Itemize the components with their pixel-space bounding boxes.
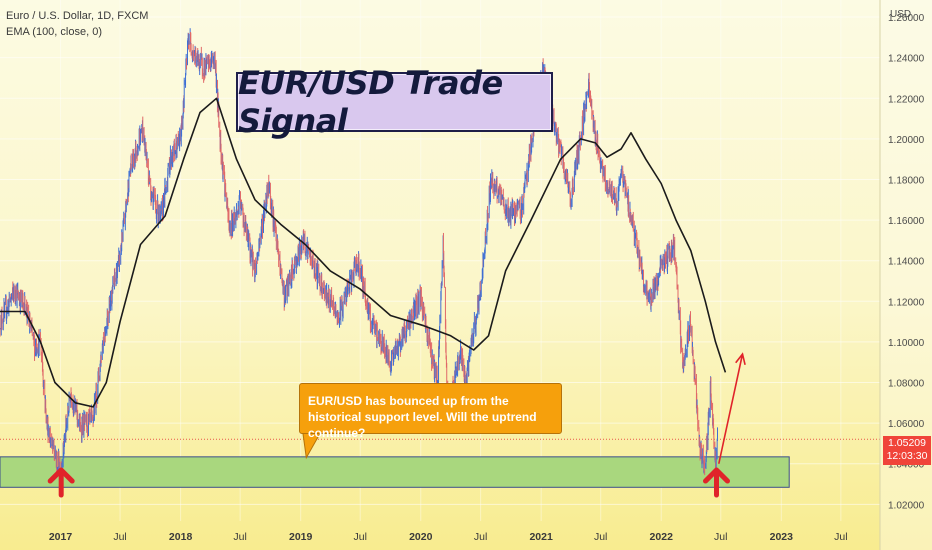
- y-tick-label: 1.10000: [888, 338, 925, 349]
- title-banner[interactable]: EUR/USD Trade Signal: [236, 64, 553, 140]
- symbol-label: Euro / U.S. Dollar, 1D, FXCM: [6, 10, 149, 22]
- y-tick-label: 1.04000: [888, 460, 925, 471]
- x-tick-label: Jul: [233, 531, 246, 543]
- x-tick-label: Jul: [354, 531, 367, 543]
- callout-note[interactable]: EUR/USD has bounced up from the historic…: [299, 383, 562, 440]
- y-tick-label: 1.22000: [888, 94, 925, 105]
- y-tick-label: 1.26000: [888, 13, 925, 24]
- chart-legend: Euro / U.S. Dollar, 1D, FXCM EMA (100, c…: [6, 8, 148, 40]
- x-tick-label: Jul: [474, 531, 487, 543]
- y-tick-label: 1.08000: [888, 379, 925, 390]
- projection-arrow-head: [735, 352, 746, 365]
- x-tick-label: Jul: [714, 531, 727, 543]
- x-tick-label: 2021: [529, 531, 553, 543]
- chart-title: EUR/USD Trade Signal: [238, 64, 503, 140]
- support-zone: [0, 456, 790, 488]
- x-tick-label: Jul: [834, 531, 847, 543]
- buy-arrow: [703, 467, 731, 498]
- y-tick-label: 1.18000: [888, 175, 925, 186]
- x-tick-label: 2019: [289, 531, 313, 543]
- y-tick-label: 1.14000: [888, 257, 925, 268]
- buy-arrow: [47, 467, 75, 498]
- last-price-tag: 1.05209 12:03:30: [883, 436, 931, 465]
- y-axis-title: USD: [890, 9, 911, 20]
- callout-text: EUR/USD has bounced up from the historic…: [308, 394, 537, 440]
- x-tick-label: Jul: [113, 531, 126, 543]
- y-tick-label: 1.02000: [888, 500, 925, 511]
- y-tick-label: 1.16000: [888, 216, 925, 227]
- x-tick-label: 2022: [650, 531, 674, 543]
- x-tick-label: 2020: [409, 531, 433, 543]
- projection-arrow: [718, 353, 744, 464]
- y-tick-label: 1.06000: [888, 419, 925, 430]
- y-tick-label: 1.24000: [888, 54, 925, 65]
- y-tick-label: 1.20000: [888, 135, 925, 146]
- indicator-label: EMA (100, close, 0): [6, 26, 102, 38]
- bar-countdown: 12:03:30: [886, 450, 928, 462]
- x-tick-label: 2023: [770, 531, 794, 543]
- last-price-value: 1.05209: [888, 437, 926, 449]
- x-tick-label: 2018: [169, 531, 193, 543]
- y-tick-label: 1.12000: [888, 297, 925, 308]
- ema-100-line: [0, 97, 727, 408]
- x-tick-label: Jul: [594, 531, 607, 543]
- x-tick-label: 2017: [49, 531, 73, 543]
